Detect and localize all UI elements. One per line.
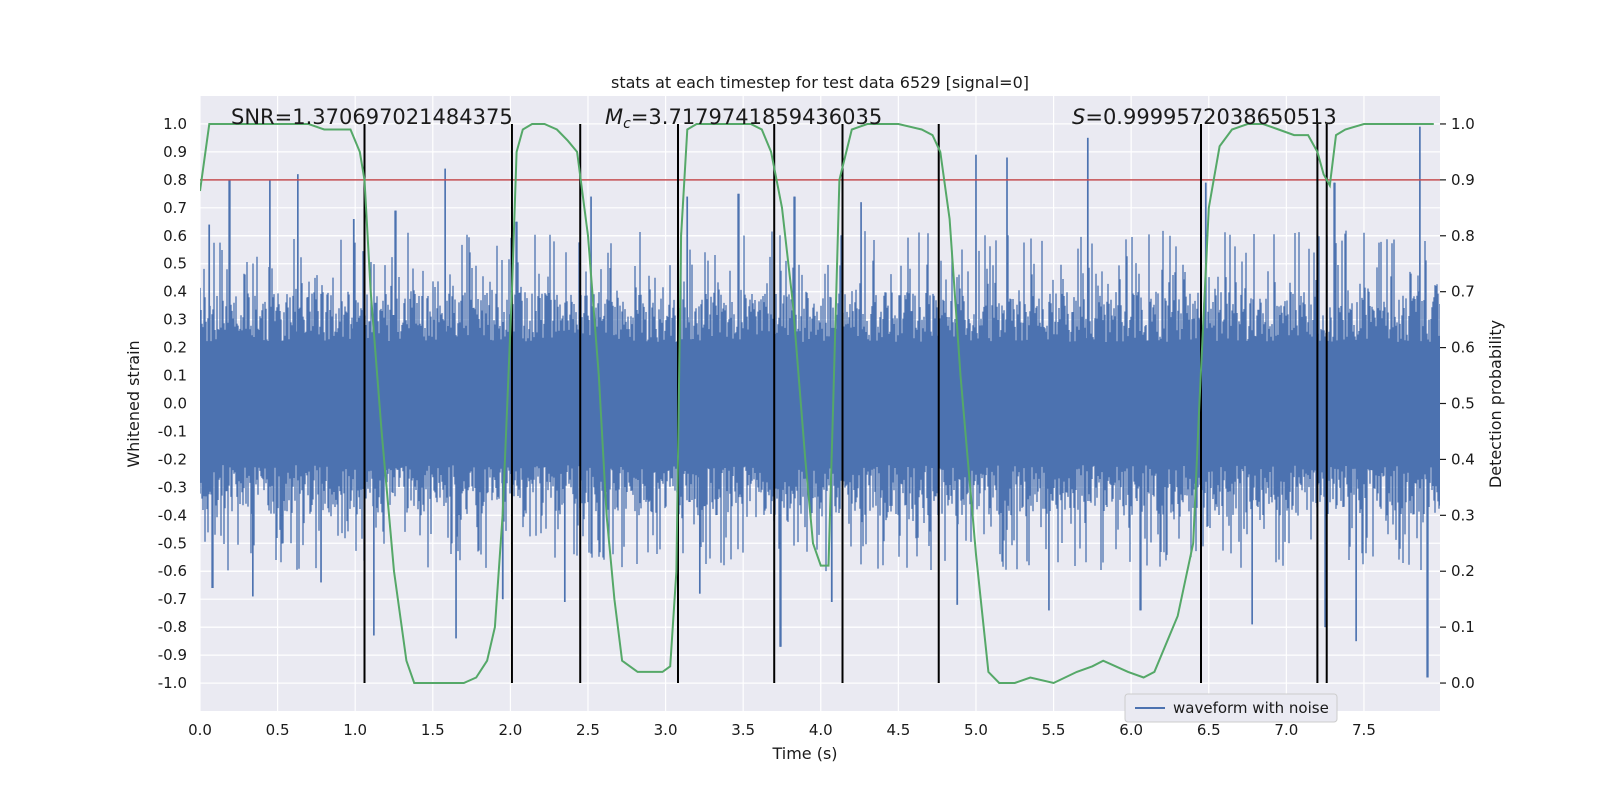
y-tick-label: -0.3 <box>158 478 187 496</box>
y-axis-ticks: 1.0 0.9 0.8 0.7 0.6 0.5 0.4 0.3 0.2 0.1 0.0 -0.1 -0.… <box>158 115 187 692</box>
x-tick-label: 7.0 <box>1274 721 1298 739</box>
right-tick-label: 0.7 <box>1451 283 1475 301</box>
x-tick-label: 6.0 <box>1119 721 1143 739</box>
right-tick-label: 0.5 <box>1451 395 1475 413</box>
y-tick-label: -0.4 <box>158 506 187 524</box>
y-tick-label: 0.2 <box>163 339 187 357</box>
y-tick-label: -0.2 <box>158 450 187 468</box>
y-tick-label: 0.1 <box>163 367 187 385</box>
x-tick-label: 6.5 <box>1197 721 1221 739</box>
x-tick-label: 4.0 <box>809 721 833 739</box>
x-tick-label: 5.0 <box>964 721 988 739</box>
chirp-mass-annotation: Mc=3.7179741859436035 <box>605 105 882 132</box>
score-annotation: S=0.9999572038650513 <box>1072 105 1337 129</box>
y-tick-label: -0.5 <box>158 534 187 552</box>
snr-annotation: SNR=1.370697021484375 <box>231 105 513 129</box>
y-tick-label: 0.0 <box>163 395 187 413</box>
probability-series-line <box>200 123 1434 685</box>
y-tick-label: 0.4 <box>163 283 187 301</box>
x-tick-label: 3.5 <box>731 721 755 739</box>
y-tick-label: -1.0 <box>158 674 187 692</box>
y-tick-label: 0.9 <box>163 143 187 161</box>
y-tick-label: 0.6 <box>163 227 187 245</box>
right-axis-ticks: 1.0 0.9 0.8 0.7 0.6 0.5 0.4 0.3 0.2 0.1 0.0 <box>1440 115 1475 692</box>
y-tick-label: -0.1 <box>158 422 187 440</box>
legend-label-waveform: waveform with noise <box>1173 699 1329 717</box>
legend-box <box>1124 693 1338 723</box>
y-tick-label: -0.7 <box>158 590 187 608</box>
x-tick-label: 3.0 <box>654 721 678 739</box>
x-tick-label: 0.0 <box>188 721 212 739</box>
x-tick-label: 5.5 <box>1042 721 1066 739</box>
y-tick-label: 1.0 <box>163 115 187 133</box>
right-tick-label: 0.2 <box>1451 562 1475 580</box>
x-tick-label: 0.5 <box>266 721 290 739</box>
right-tick-label: 0.1 <box>1451 618 1475 636</box>
event-lines <box>363 123 1328 684</box>
right-tick-label: 0.6 <box>1451 339 1475 357</box>
y-tick-label: 0.3 <box>163 311 187 329</box>
right-tick-label: 0.3 <box>1451 506 1475 524</box>
x-axis-label: Time (s) <box>771 744 837 763</box>
chart-title: stats at each timestep for test data 652… <box>611 73 1029 92</box>
waveform-trace <box>200 126 1440 678</box>
y-tick-label: 0.7 <box>163 199 187 217</box>
x-tick-label: 1.5 <box>421 721 445 739</box>
x-tick-label: 2.5 <box>576 721 600 739</box>
y-tick-label: -0.9 <box>158 646 187 664</box>
y-tick-label: 0.5 <box>163 255 187 273</box>
x-tick-label: 1.0 <box>343 721 367 739</box>
legend: waveform with noise <box>1124 693 1338 723</box>
x-tick-label: 7.5 <box>1352 721 1376 739</box>
right-tick-label: 0.0 <box>1451 674 1475 692</box>
right-tick-label: 0.4 <box>1451 450 1475 468</box>
right-tick-label: 1.0 <box>1451 115 1475 133</box>
x-tick-label: 4.5 <box>886 721 910 739</box>
y-tick-label: -0.8 <box>158 618 187 636</box>
right-axis-label: Detection probability <box>1486 320 1505 488</box>
x-tick-label: 2.0 <box>498 721 522 739</box>
x-axis-ticks: 0.0 0.5 1.0 1.5 2.0 2.5 3.0 3.5 4.0 4.5 5.0 5.5 6.0 6… <box>188 721 1376 739</box>
y-tick-label: 0.8 <box>163 171 187 189</box>
y-axis-label: Whitened strain <box>124 340 143 467</box>
y-tick-label: -0.6 <box>158 562 187 580</box>
right-tick-label: 0.9 <box>1451 171 1475 189</box>
right-tick-label: 0.8 <box>1451 227 1475 245</box>
